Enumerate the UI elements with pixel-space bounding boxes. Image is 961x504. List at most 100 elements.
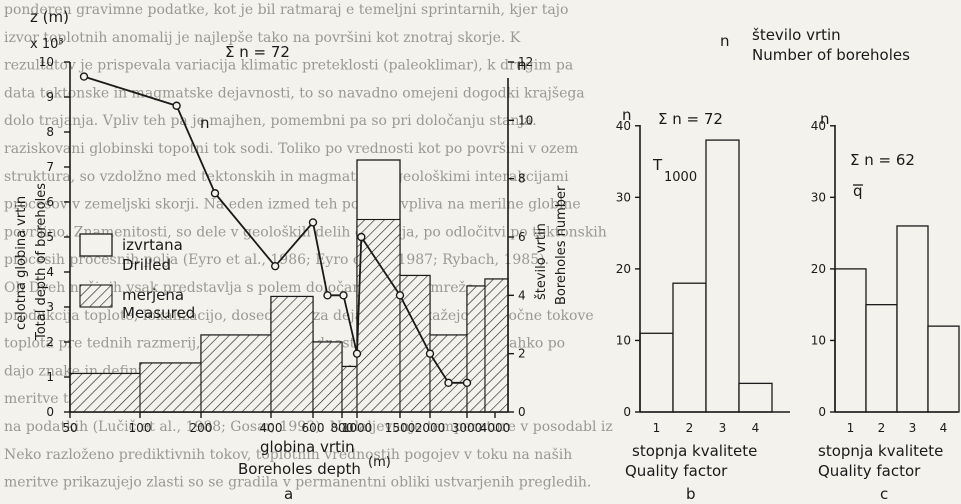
a-x-tick-label: 1000 — [342, 421, 373, 435]
a-y-left-tick-label: 9 — [46, 90, 54, 104]
background-text-line: procesih procesnih polja (Eyro et al., 1… — [4, 252, 549, 268]
background-text-line: procesov v zemeljski skorji. Na eden izm… — [4, 197, 581, 213]
background-text-line: struktura, so vzdolžno med tektonskih in… — [4, 168, 569, 185]
background-text-line: data tektonske in magmatske dejavnosti, … — [4, 84, 585, 101]
a-y-right-label: n — [517, 56, 527, 74]
a-x-title-en: Boreholes depth — [238, 460, 361, 478]
a-bar-measured — [399, 274, 431, 413]
a-count-point — [323, 291, 332, 300]
a-x-tick-label: 200 — [190, 421, 213, 435]
a-count-point — [210, 189, 220, 198]
c-bar — [927, 325, 960, 413]
a-y-right-title-en: Boreholes number — [554, 185, 569, 305]
a-y-left-tick-label: 4 — [46, 265, 54, 279]
a-y-left-exponent: x 10³ — [30, 37, 64, 52]
a-y-right-title-si: število vrtin — [534, 223, 549, 300]
b-x-tick-label: 4 — [752, 421, 760, 435]
c-bar — [834, 268, 867, 413]
legend-drilled-en: Drilled — [122, 256, 171, 274]
b-marker-value: 1000 — [664, 170, 697, 185]
a-bar-measured — [312, 341, 343, 413]
panel-b: n število vrtin Number of boreholes n Σ … — [616, 26, 910, 503]
b-x-tick-label: 2 — [686, 421, 694, 435]
b-title-en: Number of boreholes — [752, 46, 910, 64]
b-bar — [705, 139, 740, 413]
b-x-tick-label: 3 — [719, 421, 727, 435]
c-y-tick-label: 0 — [818, 405, 826, 419]
a-x-tick-label: 800 — [331, 421, 354, 435]
a-bar-measured — [341, 365, 358, 413]
a-bar-measured — [270, 295, 314, 413]
a-legend: izvrtana Drilled merjena Measured — [79, 233, 195, 322]
a-count-point — [308, 218, 318, 227]
a-x-tick-label: 4000 — [480, 421, 511, 435]
a-bar-measured — [484, 278, 509, 413]
background-text-line: rezultatov je prispevala variacija klima… — [4, 58, 573, 74]
a-y-left-tick-label: 2 — [46, 335, 54, 349]
b-bar — [672, 282, 707, 413]
background-text-line: izvor toplotnih anomalij je najlepše tak… — [4, 29, 521, 46]
background-text-line: raziskovani globinski topotni tok sodi. … — [4, 140, 578, 157]
c-bar — [865, 304, 898, 413]
a-count-point — [444, 378, 453, 388]
background-text-line: meritve prikazujejo zlasti so se gradila… — [4, 475, 591, 491]
b-y-tick-label: 40 — [616, 119, 631, 133]
b-bar — [738, 382, 773, 413]
c-x-tick-label: 1 — [847, 421, 855, 435]
c-x-tick-label: 4 — [940, 421, 948, 435]
b-x-tick-label: 1 — [653, 421, 661, 435]
c-bar — [896, 225, 929, 413]
a-count-point — [352, 349, 362, 358]
a-y-left-label: z (m) — [30, 8, 69, 26]
a-bar-measured — [466, 285, 486, 413]
background-text-line: ponderen gravimne podatke, kot je bil ra… — [4, 2, 568, 18]
a-count-point — [395, 291, 405, 300]
b-sum-label: Σ n = 72 — [658, 110, 723, 128]
a-y-left-title-si: celotna globina vrtin — [14, 196, 29, 330]
a-y-left-tick-label: 3 — [46, 300, 54, 314]
c-y-tick-label: 20 — [811, 262, 826, 276]
b-y-label: n — [622, 106, 632, 124]
a-y-right-tick-label: 2 — [518, 347, 526, 361]
legend-drilled-swatch — [79, 233, 113, 257]
a-x-tick-label: 600 — [302, 421, 325, 435]
a-y-left-tick-label: 5 — [46, 230, 54, 244]
a-x-tick-label: 3000 — [452, 421, 483, 435]
a-sum-label: Σ n = 72 — [225, 43, 290, 61]
c-x-title-en: Quality factor — [818, 462, 921, 480]
panel-c: n Σ n = 62 q 0 10 20 30 40 1 2 3 4 stopnja kval… — [811, 110, 960, 503]
b-title-n: n — [720, 32, 730, 50]
b-bar — [639, 332, 674, 413]
background-text-line: dolo trajanja. Vpliv teh pa je majhen, p… — [4, 113, 537, 129]
legend-measured-en: Measured — [122, 304, 195, 322]
background-text-line: Neko razloženo prediktivnih tokov, toplo… — [4, 446, 572, 463]
a-y-left-tick-label: 1 — [46, 370, 54, 384]
a-y-right-tick-label: 10 — [518, 113, 533, 127]
background-text-line: na podatkih (Lučič et al., 1988; Gosar, … — [4, 419, 613, 435]
a-y-left-tick-label: 0 — [46, 405, 54, 419]
b-y-tick-label: 30 — [616, 190, 631, 204]
a-count-point — [79, 72, 89, 81]
a-count-point — [339, 291, 348, 300]
b-x-title-en: Quality factor — [625, 462, 728, 480]
c-y-tick-label: 40 — [811, 119, 826, 133]
b-y-tick-label: 10 — [616, 333, 631, 347]
a-x-tick-label: 2000 — [415, 421, 446, 435]
a-y-right-tick-label: 8 — [518, 172, 526, 186]
a-x-unit: (m) — [368, 455, 391, 470]
a-x-tick-label: 1500 — [385, 421, 416, 435]
b-y-tick-label: 20 — [616, 262, 631, 276]
a-panel-letter: a — [284, 485, 293, 503]
a-y-right-tick-label: 4 — [518, 288, 526, 302]
a-y-left-tick-label: 6 — [46, 195, 54, 209]
a-bar-measured — [429, 334, 468, 413]
c-x-tick-label: 2 — [878, 421, 886, 435]
a-y-left-tick-label: 7 — [46, 160, 54, 174]
panel-a: z (m) x 10³ Σ n = 72 n n celotna globina… — [14, 8, 569, 503]
a-y-right-tick-label: 0 — [518, 405, 526, 419]
b-marker-label: T — [652, 156, 663, 174]
c-y-tick-label: 30 — [811, 190, 826, 204]
a-count-point — [172, 101, 181, 110]
a-y-left-tick-label: 8 — [46, 125, 54, 139]
